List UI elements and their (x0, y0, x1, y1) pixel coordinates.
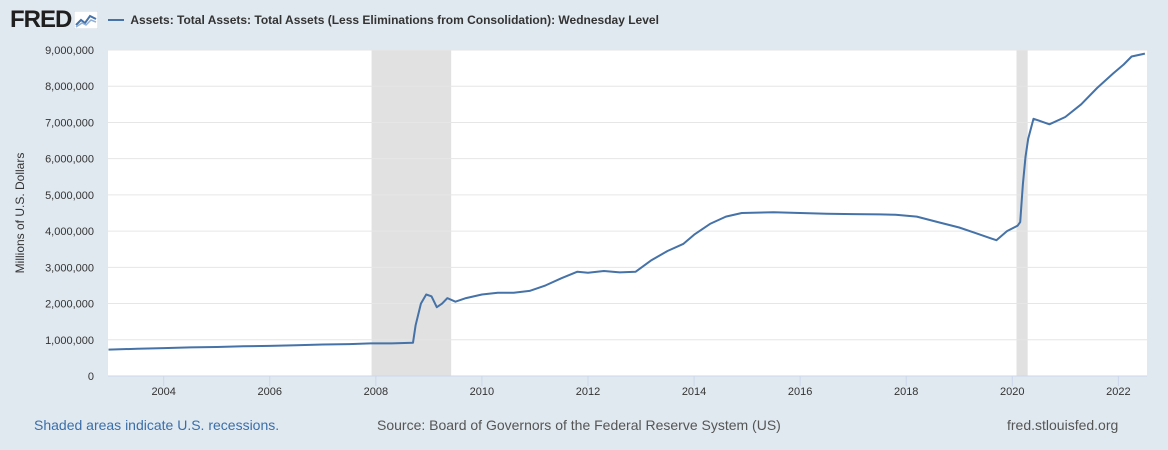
legend-label: Assets: Total Assets: Total Assets (Less… (130, 13, 659, 27)
fred-logo-graph-icon (74, 11, 99, 29)
recession-band-1 (1016, 50, 1028, 376)
x-tick-label: 2018 (894, 386, 918, 398)
recession-shading (371, 50, 1028, 376)
y-tick-label: 3,000,000 (45, 262, 94, 274)
x-tick-label: 2008 (364, 386, 388, 398)
x-tick-label: 2006 (258, 386, 282, 398)
site-link[interactable]: fred.stlouisfed.org (1007, 417, 1119, 433)
x-tick-label: 2016 (788, 386, 812, 398)
gridlines (108, 49, 1147, 341)
y-tick-label: 6,000,000 (45, 154, 94, 166)
x-tick-label: 2004 (151, 386, 175, 398)
recession-note-link[interactable]: Shaded areas indicate U.S. recessions. (34, 417, 280, 433)
x-tick-label: 2014 (682, 386, 706, 398)
y-tick-label: 0 (88, 371, 94, 383)
x-tick-label: 2022 (1106, 386, 1130, 398)
y-tick-label: 8,000,000 (45, 81, 94, 93)
y-axis-ticks: 0 1,000,000 2,000,000 3,000,000 4,000,000 5,0… (45, 45, 94, 383)
legend[interactable]: Assets: Total Assets: Total Assets (Less… (108, 13, 659, 27)
y-tick-label: 5,000,000 (45, 190, 94, 202)
x-tick-label: 2012 (576, 386, 600, 398)
y-axis-title: Millions of U.S. Dollars (13, 153, 27, 274)
y-tick-label: 4,000,000 (45, 226, 94, 238)
chart-header: FRED Assets: Total Assets: Total Assets … (10, 6, 659, 34)
fred-logo[interactable]: FRED (10, 6, 72, 33)
y-tick-label: 2,000,000 (45, 299, 94, 311)
y-tick-label: 9,000,000 (45, 45, 94, 57)
series-line-0[interactable] (108, 52, 1146, 351)
source-note: Source: Board of Governors of the Federa… (377, 417, 781, 433)
y-tick-label: 7,000,000 (45, 117, 94, 129)
x-tick-label: 2010 (470, 386, 494, 398)
plot-area (108, 50, 1147, 376)
y-tick-label: 1,000,000 (45, 335, 94, 347)
x-tick-label: 2020 (1000, 386, 1024, 398)
legend-line-swatch (108, 19, 125, 21)
chart: 0 1,000,000 2,000,000 3,000,000 4,000,000 5,0… (13, 45, 1147, 398)
recession-band-0 (371, 50, 452, 376)
series-layer (108, 52, 1146, 351)
x-axis-ticks: 2004 2006 2008 2010 2012 2014 2016 2018 2020 2022 (151, 376, 1131, 398)
